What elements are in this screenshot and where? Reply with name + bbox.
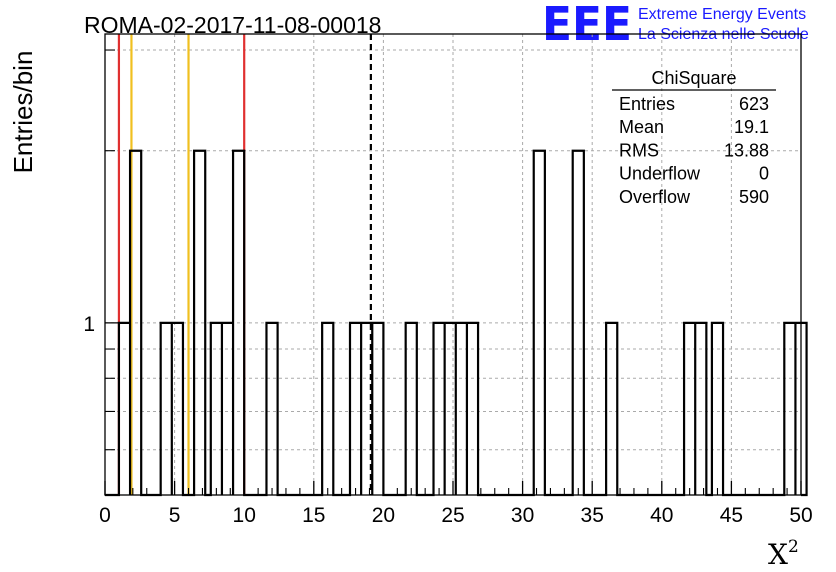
x-tick-label: 15 bbox=[302, 504, 325, 527]
stats-row-value: 0 bbox=[759, 164, 769, 184]
stats-row-value: 590 bbox=[739, 187, 769, 207]
x-axis-label-superscript: 2 bbox=[788, 537, 799, 557]
x-tick-label: 40 bbox=[650, 504, 673, 527]
x-tick-label: 50 bbox=[789, 504, 812, 527]
x-tick-label: 5 bbox=[169, 504, 181, 527]
y-tick-label: 1 bbox=[83, 313, 95, 336]
stats-box: ChiSquare Entries 623 Mean 19.1 RMS 13.88 Unde… bbox=[612, 68, 776, 207]
stats-row-label: Underflow bbox=[619, 164, 701, 184]
histogram-outline bbox=[105, 149, 808, 497]
stats-row-label: Mean bbox=[619, 117, 664, 137]
x-tick-label: 45 bbox=[720, 504, 743, 527]
x-axis-label: X2 bbox=[768, 537, 799, 571]
x-tick-label: 20 bbox=[372, 504, 395, 527]
x-tick-label: 25 bbox=[441, 504, 464, 527]
stats-row-label: Entries bbox=[619, 94, 675, 114]
stats-box-name: ChiSquare bbox=[651, 68, 736, 88]
tick-labels: 0 5 10 15 20 25 30 35 40 45 50 1 bbox=[83, 313, 812, 527]
histogram-bars bbox=[105, 149, 808, 497]
eee-logo-letters: EEE bbox=[542, 0, 632, 51]
eee-logo: EEE Extreme Energy Events La Scienza nel… bbox=[542, 0, 809, 51]
grid-layer bbox=[105, 34, 801, 495]
axes bbox=[104, 33, 802, 496]
stats-row-value: 19.1 bbox=[734, 117, 769, 137]
x-tick-label: 30 bbox=[511, 504, 534, 527]
x-tick-label: 35 bbox=[581, 504, 604, 527]
stats-row-value: 623 bbox=[739, 94, 769, 114]
stats-row-label: Overflow bbox=[619, 187, 691, 207]
x-tick-label: 10 bbox=[233, 504, 256, 527]
stats-rows: Entries 623 Mean 19.1 RMS 13.88 Underflow 0 Over… bbox=[619, 94, 769, 207]
stats-row-label: RMS bbox=[619, 140, 659, 160]
stats-row-value: 13.88 bbox=[724, 140, 769, 160]
x-axis-label-base: X bbox=[768, 538, 788, 571]
x-tick-label: 0 bbox=[99, 504, 111, 527]
y-axis-label: Entries/bin bbox=[8, 51, 38, 174]
brand-line-1: Extreme Energy Events bbox=[638, 6, 806, 23]
